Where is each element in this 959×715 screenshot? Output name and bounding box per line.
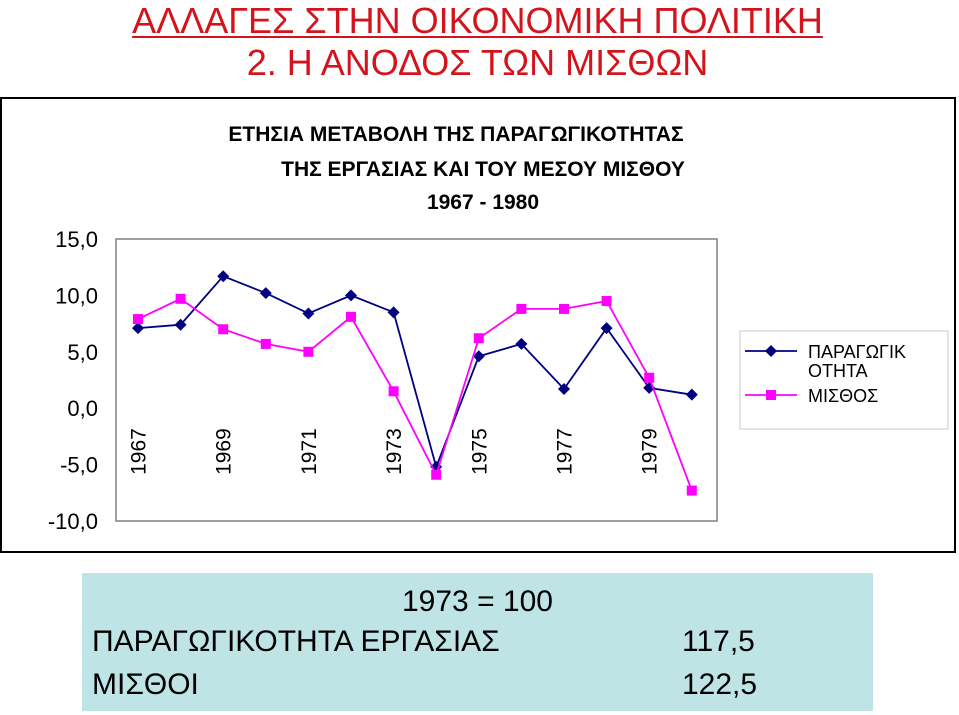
legend-marker — [766, 390, 776, 400]
x-tick-label: 1967 — [128, 428, 151, 475]
legend-label: ΜΙΣΘΟΣ — [808, 386, 878, 406]
productivity-value: 117,5 — [682, 625, 755, 658]
y-tick-label: 15,0 — [55, 227, 98, 252]
y-axis: 15,0 10,0 5,0 0,0 -5,0 -10,0 — [48, 227, 98, 534]
chart-title: ΕΤΗΣΙΑ ΜΕΤΑΒΟΛΗ ΤΗΣ ΠΑΡΑΓΩΓΙΚΟΤΗΤΑΣ ΤΗΣ … — [228, 123, 684, 214]
data-point-marker — [558, 383, 570, 396]
x-tick-label: 1979 — [639, 428, 662, 475]
data-point-marker — [132, 322, 144, 335]
chart-title-line: ΕΤΗΣΙΑ ΜΕΤΑΒΟΛΗ ΤΗΣ ΠΑΡΑΓΩΓΙΚΟΤΗΤΑΣ — [228, 123, 683, 146]
data-point-marker — [174, 318, 187, 331]
x-axis: 1967 1969 1971 1973 1975 1977 1979 — [128, 428, 662, 475]
data-point-marker — [302, 307, 315, 320]
data-point-marker — [175, 293, 186, 304]
wages-label: ΜΙΣΘΟΙ — [92, 668, 199, 701]
data-point-marker — [260, 338, 271, 349]
series-line — [137, 275, 692, 470]
data-point-marker — [473, 333, 484, 344]
line-chart: ΕΤΗΣΙΑ ΜΕΤΑΒΟΛΗ ΤΗΣ ΠΑΡΑΓΩΓΙΚΟΤΗΤΑΣ ΤΗΣ … — [48, 123, 949, 534]
y-tick-label: 5,0 — [67, 340, 98, 365]
data-point-marker — [431, 469, 442, 480]
y-tick-label: 0,0 — [67, 396, 98, 421]
data-point-marker — [346, 311, 356, 322]
data-point-marker — [218, 324, 229, 335]
data-point-marker — [388, 386, 399, 397]
data-point-marker — [217, 270, 230, 283]
slide-subtitle: 2. Η ΑΝΟΔΟΣ ΤΩΝ ΜΙΣΘΩΝ — [246, 42, 709, 83]
legend-label: ΟΤΗΤΑ — [808, 361, 868, 381]
data-point-marker — [601, 296, 612, 307]
plot-area — [115, 238, 718, 522]
data-point-marker — [685, 388, 698, 401]
data-point-marker — [644, 372, 655, 383]
data-point-marker — [686, 485, 697, 496]
data-point-marker — [515, 337, 528, 350]
chart-area: ΕΤΗΣΙΑ ΜΕΤΑΒΟΛΗ ΤΗΣ ΠΑΡΑΓΩΓΙΚΟΤΗΤΑΣ ΤΗΣ … — [0, 97, 956, 553]
y-tick-label: -5,0 — [60, 453, 98, 478]
x-tick-label: 1971 — [298, 428, 321, 475]
data-point-marker — [345, 289, 357, 302]
data-point-marker — [133, 314, 143, 325]
chart-title-line: 1967 - 1980 — [427, 191, 539, 214]
index-info-box: 1973 = 100 ΠΑΡΑΓΩΓΙΚΟΤΗΤΑ ΕΡΓΑΣΙΑΣ 117,5… — [82, 573, 873, 711]
series-line — [137, 297, 693, 491]
data-point-marker — [516, 303, 527, 314]
legend-box — [739, 330, 949, 430]
legend-label: ΠΑΡΑΓΩΓΙΚ — [808, 342, 906, 362]
productivity-label: ΠΑΡΑΓΩΓΙΚΟΤΗΤΑ ΕΡΓΑΣΙΑΣ — [92, 625, 500, 658]
series-layer — [132, 270, 698, 496]
data-point-marker — [387, 306, 400, 319]
data-point-marker — [600, 322, 613, 335]
data-point-marker — [472, 350, 485, 363]
wages-value: 122,5 — [682, 668, 758, 701]
y-tick-label: 10,0 — [55, 283, 98, 308]
chart-title-line: ΤΗΣ ΕΡΓΑΣΙΑΣ ΚΑΙ ΤΟΥ ΜΕΣΟΥ ΜΙΣΘΟΥ — [281, 158, 685, 181]
y-tick-label: -10,0 — [48, 509, 98, 534]
legend-marker — [765, 345, 777, 357]
chart-legend: ΠΑΡΑΓΩΓΙΚΟΤΗΤΑ ΜΙΣΘΟΣ — [739, 330, 949, 430]
data-point-marker — [259, 287, 272, 300]
x-tick-label: 1973 — [383, 428, 406, 475]
x-tick-label: 1975 — [468, 428, 491, 475]
x-tick-label: 1977 — [554, 428, 577, 475]
index-base-heading: 1973 = 100 — [402, 585, 553, 618]
slide-title: ΑΛΛΑΓΕΣ ΣΤΗΝ ΟΙΚΟΝΟΜΙΚΗ ΠΟΛΙΤΙΚΗ — [132, 0, 823, 41]
x-tick-label: 1969 — [213, 428, 236, 475]
data-point-marker — [303, 346, 314, 357]
data-point-marker — [559, 303, 569, 314]
